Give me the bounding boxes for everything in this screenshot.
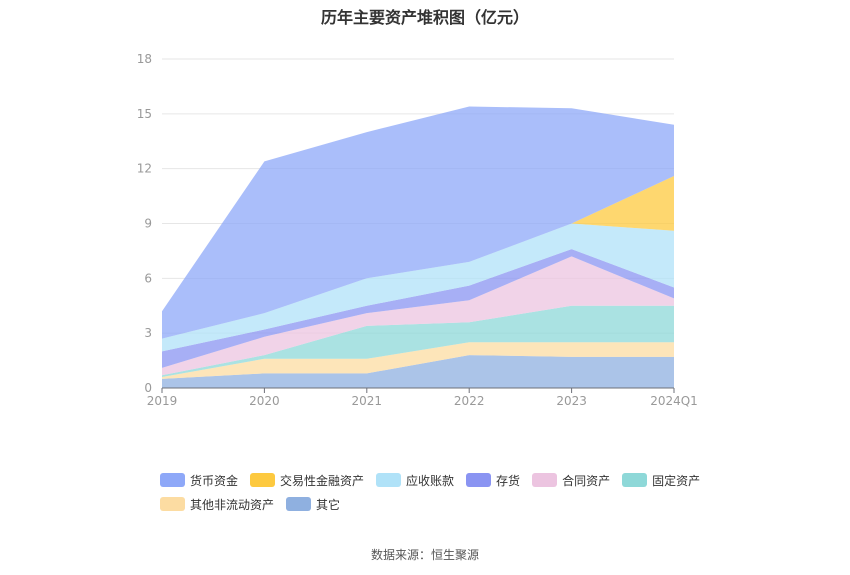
y-tick-label: 0 [144, 381, 152, 395]
x-tick-label: 2021 [352, 394, 383, 408]
x-tick-label: 2019 [147, 394, 178, 408]
area-series-2 [162, 305, 674, 377]
x-tick-label: 2022 [454, 394, 485, 408]
y-tick-label: 18 [137, 52, 152, 66]
legend-item[interactable]: 交易性金融资产 [250, 472, 364, 488]
legend-item[interactable]: 其它 [286, 496, 340, 512]
legend-swatch [376, 473, 402, 487]
legend-swatch [532, 473, 558, 487]
y-tick-label: 12 [137, 162, 152, 176]
chart-title: 历年主要资产堆积图（亿元） [320, 8, 529, 27]
y-tick-label: 15 [137, 107, 152, 121]
y-tick-label: 6 [144, 271, 152, 285]
legend-label: 应收账款 [406, 473, 455, 488]
area-layer [162, 106, 674, 388]
area-series-3 [162, 256, 674, 376]
area-series-1 [162, 342, 674, 379]
legend-label: 其它 [316, 497, 341, 512]
legend-swatch [250, 473, 276, 487]
y-tick-label: 9 [144, 217, 152, 231]
legend-swatch [160, 497, 185, 511]
legend: 货币资金 交易性金融资产 应收账款 存货 合同资产 固定资产其他非流动资产 其它 [160, 472, 720, 512]
y-tick-label: 3 [144, 326, 152, 340]
legend-label: 固定资产 [652, 473, 701, 488]
legend-swatch [160, 473, 185, 487]
x-tick-label: 2020 [249, 394, 280, 408]
legend-item[interactable]: 应收账款 [376, 472, 454, 488]
legend-swatch [622, 473, 648, 487]
legend-label: 合同资产 [562, 473, 611, 488]
legend-item[interactable]: 其他非流动资产 [160, 496, 274, 512]
legend-item[interactable]: 合同资产 [532, 472, 610, 488]
stacked-area-chart: 0 3 6 9 12 15 18 2019 2020 2021 2022 2023 2024Q1 [137, 52, 698, 408]
area-series-7 [162, 106, 674, 339]
area-series-0 [162, 355, 674, 388]
legend-label: 货币资金 [190, 473, 239, 488]
legend-item[interactable]: 货币资金 [160, 472, 238, 488]
legend-item[interactable]: 存货 [466, 472, 520, 488]
x-tick-label: 2023 [556, 394, 587, 408]
legend-label: 其他非流动资产 [190, 497, 275, 512]
legend-label: 交易性金融资产 [280, 473, 365, 488]
legend-label: 存货 [496, 473, 521, 488]
axis-layer: 0 3 6 9 12 15 18 2019 2020 2021 2022 2023 2024Q1 [137, 52, 698, 408]
legend-item[interactable]: 固定资产 [622, 472, 700, 488]
source-note: 数据来源：恒生聚源 [370, 548, 479, 562]
x-tick-label: 2024Q1 [650, 394, 698, 408]
area-series-5 [162, 223, 674, 352]
legend-swatch [466, 473, 492, 487]
legend-swatch [286, 497, 312, 511]
